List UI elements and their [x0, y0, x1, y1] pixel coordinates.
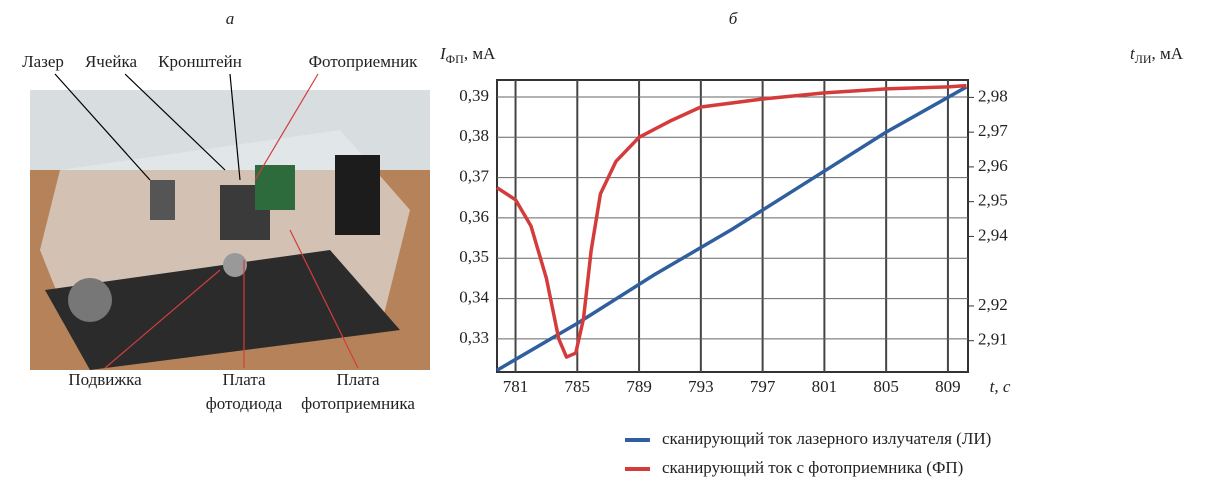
photo-label: Лазер [22, 52, 64, 71]
photo-label: Плата [336, 370, 380, 389]
y2-tick-label: 2,91 [978, 330, 1008, 349]
y2-label-unit: , мА [1152, 44, 1184, 63]
y-tick-label: 0,38 [459, 126, 489, 145]
series-line [496, 83, 967, 359]
y-label-subscript: ФП [446, 52, 464, 66]
series-line [496, 85, 968, 372]
y-tick-label: 0,36 [459, 207, 489, 226]
photo-label: фотоприемника [301, 394, 415, 413]
x-tick-label: 801 [812, 377, 838, 396]
y-axis-label: IФП, мА [439, 44, 496, 66]
y2-tick-label: 2,92 [978, 295, 1008, 314]
y2-label-subscript: ЛИ [1135, 52, 1152, 66]
photo-label: Кронштейн [158, 52, 242, 71]
y-tick-label: 0,33 [459, 328, 489, 347]
x-tick-label: 785 [565, 377, 591, 396]
y2-tick-label: 2,94 [978, 225, 1008, 244]
leader-lines [54, 73, 359, 369]
y-tick-label: 0,37 [459, 167, 489, 186]
y-tick-label: 0,35 [459, 247, 489, 266]
legend-label: сканирующий ток лазерного излучателя (ЛИ… [662, 429, 991, 448]
y2-tick-label: 2,98 [978, 86, 1008, 105]
x-tick-label: 805 [873, 377, 899, 396]
y2-tick-label: 2,97 [978, 121, 1008, 140]
y-label-symbol: I [439, 44, 447, 63]
photo-label: Фотоприемник [309, 52, 419, 71]
x-tick-label: 793 [688, 377, 714, 396]
photo-label: Ячейка [85, 52, 138, 71]
y-label-unit: , мА [464, 44, 496, 63]
photo-label: Плата [222, 370, 266, 389]
x-axis-label: t, с [990, 377, 1011, 396]
photo-label: Подвижка [68, 370, 142, 389]
panel-label: а [226, 9, 235, 28]
x-tick-label: 809 [935, 377, 961, 396]
panel-label: б [729, 9, 738, 28]
y2-axis-label: tЛИ, мА [1130, 44, 1184, 66]
y2-label-symbol: t [1130, 44, 1136, 63]
legend-label: сканирующий ток с фотоприемника (ФП) [662, 458, 963, 477]
y-tick-label: 0,39 [459, 86, 489, 105]
x-tick-label: 789 [626, 377, 652, 396]
photo [30, 90, 430, 370]
y2-tick-label: 2,96 [978, 156, 1008, 175]
photo-label: фотодиода [206, 394, 283, 413]
y2-tick-label: 2,95 [978, 191, 1008, 210]
y-tick-label: 0,34 [459, 288, 489, 307]
x-tick-label: 781 [503, 377, 529, 396]
x-tick-label: 797 [750, 377, 776, 396]
